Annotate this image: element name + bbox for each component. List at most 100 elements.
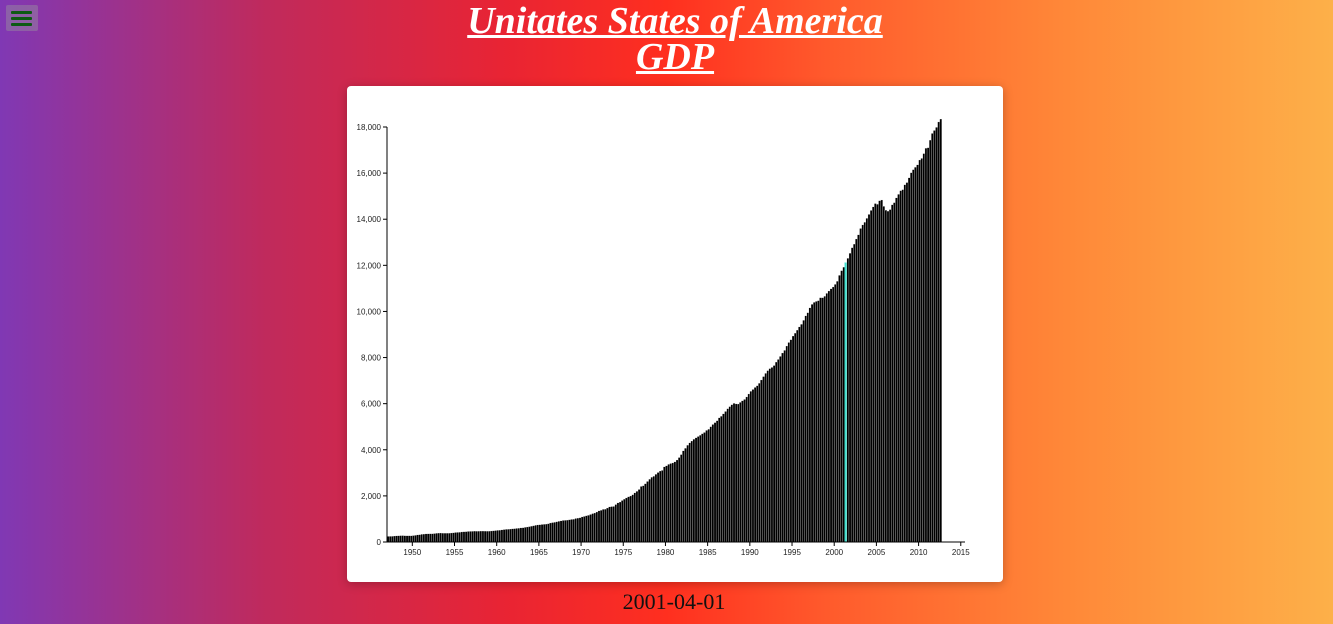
- bar[interactable]: [920, 158, 923, 543]
- bar[interactable]: [850, 247, 854, 543]
- bar[interactable]: [393, 535, 396, 543]
- bar[interactable]: [724, 411, 727, 543]
- bar[interactable]: [694, 437, 698, 543]
- bar[interactable]: [542, 524, 546, 543]
- bar[interactable]: [536, 524, 540, 543]
- bar[interactable]: [456, 532, 459, 543]
- bar[interactable]: [471, 531, 474, 543]
- bar[interactable]: [646, 481, 649, 543]
- bar[interactable]: [399, 535, 402, 543]
- bar[interactable]: [747, 393, 750, 543]
- bar[interactable]: [848, 253, 852, 543]
- bar[interactable]: [929, 139, 932, 543]
- bar[interactable]: [570, 519, 573, 543]
- bar[interactable]: [819, 297, 822, 543]
- bar[interactable]: [534, 525, 537, 543]
- bar[interactable]: [931, 133, 934, 543]
- bar[interactable]: [834, 284, 837, 543]
- bar[interactable]: [467, 531, 470, 543]
- bar[interactable]: [922, 153, 926, 543]
- bar[interactable]: [559, 520, 563, 543]
- bar[interactable]: [857, 234, 860, 543]
- bar[interactable]: [872, 206, 875, 543]
- bar[interactable]: [599, 510, 603, 543]
- bar[interactable]: [671, 462, 675, 543]
- bar[interactable]: [538, 524, 542, 543]
- bar[interactable]: [509, 528, 512, 543]
- bar[interactable]: [496, 530, 499, 543]
- bar[interactable]: [939, 118, 942, 543]
- bar[interactable]: [912, 169, 915, 543]
- bar[interactable]: [426, 533, 430, 543]
- bar[interactable]: [507, 529, 510, 543]
- bar[interactable]: [762, 376, 765, 543]
- bar[interactable]: [517, 528, 521, 543]
- bar[interactable]: [486, 530, 489, 543]
- bar[interactable]: [933, 130, 936, 543]
- bar[interactable]: [523, 527, 527, 543]
- bar[interactable]: [593, 512, 597, 543]
- bar[interactable]: [441, 532, 445, 543]
- bar[interactable]: [481, 530, 485, 543]
- bar[interactable]: [728, 406, 732, 543]
- bar[interactable]: [549, 522, 552, 543]
- bar[interactable]: [623, 498, 626, 543]
- bar[interactable]: [464, 531, 468, 543]
- bar[interactable]: [585, 515, 588, 543]
- bar[interactable]: [768, 368, 772, 543]
- bar[interactable]: [637, 489, 641, 543]
- bar[interactable]: [760, 379, 763, 543]
- bar[interactable]: [812, 302, 816, 543]
- bar[interactable]: [530, 525, 533, 543]
- bar[interactable]: [831, 286, 835, 543]
- bar[interactable]: [802, 320, 805, 543]
- bar[interactable]: [785, 345, 788, 543]
- bar[interactable]: [905, 182, 909, 543]
- bar[interactable]: [734, 403, 738, 543]
- bar[interactable]: [648, 479, 651, 543]
- bar[interactable]: [397, 535, 400, 543]
- bar[interactable]: [756, 385, 759, 543]
- bar[interactable]: [865, 218, 869, 543]
- bar[interactable]: [391, 536, 394, 543]
- bar[interactable]: [420, 534, 424, 543]
- bar[interactable]: [580, 516, 584, 543]
- bar[interactable]: [422, 533, 426, 543]
- bar[interactable]: [578, 517, 582, 543]
- bar[interactable]: [711, 424, 715, 543]
- bar[interactable]: [416, 534, 419, 543]
- bar[interactable]: [737, 403, 740, 543]
- bar[interactable]: [608, 506, 611, 543]
- bar[interactable]: [450, 532, 453, 543]
- bar[interactable]: [732, 403, 736, 543]
- bar[interactable]: [553, 522, 556, 543]
- bar[interactable]: [469, 531, 472, 543]
- bar[interactable]: [869, 210, 873, 543]
- bar[interactable]: [821, 297, 824, 543]
- bar[interactable]: [874, 203, 877, 543]
- bar[interactable]: [880, 199, 883, 543]
- bar[interactable]: [794, 332, 797, 543]
- bar[interactable]: [547, 523, 550, 543]
- bar[interactable]: [665, 465, 668, 543]
- bar[interactable]: [713, 422, 717, 543]
- bar[interactable]: [787, 342, 791, 543]
- bar[interactable]: [722, 413, 725, 543]
- bar[interactable]: [654, 474, 658, 543]
- bar[interactable]: [443, 532, 447, 543]
- bar[interactable]: [505, 529, 508, 543]
- bar[interactable]: [515, 528, 518, 543]
- bar[interactable]: [893, 202, 896, 543]
- bar[interactable]: [886, 210, 890, 543]
- bar[interactable]: [663, 466, 666, 543]
- bar[interactable]: [551, 522, 554, 543]
- bar[interactable]: [511, 528, 514, 543]
- bar[interactable]: [500, 529, 504, 543]
- bar[interactable]: [924, 148, 928, 543]
- bar[interactable]: [926, 147, 930, 543]
- bar[interactable]: [644, 483, 647, 543]
- bar[interactable]: [669, 463, 672, 543]
- bar[interactable]: [589, 514, 592, 543]
- bar[interactable]: [709, 426, 713, 543]
- bar[interactable]: [475, 531, 478, 543]
